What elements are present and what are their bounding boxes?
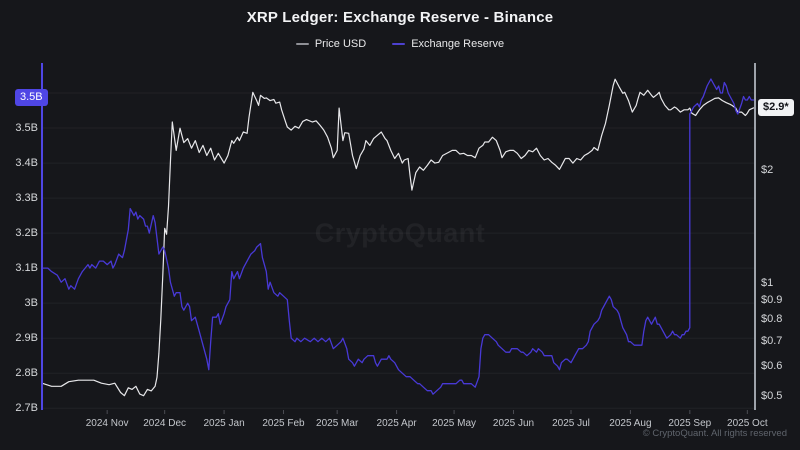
series-line-price-usd (41, 78, 756, 397)
y-left-tick-label: 2.8B (15, 367, 38, 380)
y-left-tick-label: 2.9B (15, 332, 38, 345)
x-axis-tick-label: 2024 Dec (143, 418, 187, 429)
legend: Price USD Exchange Reserve (0, 38, 800, 50)
x-axis-tick-label: 2024 Nov (85, 418, 129, 429)
y-right-tick-label: $1 (761, 276, 774, 289)
reserve-last-value-badge: 3.5B (15, 89, 48, 106)
exchange-reserve-line-swatch-icon (392, 43, 406, 45)
price-usd-line-swatch-icon (295, 43, 309, 45)
y-right-tick-label: $0.5 (761, 389, 783, 402)
y-right-tick-label: $0.9 (761, 294, 783, 307)
y-right-tick-label: $0.6 (761, 360, 783, 373)
x-axis-tick-label: 2025 Oct (727, 418, 768, 429)
x-axis-tick-label: 2025 Aug (609, 418, 652, 429)
y-right-tick-label: $0.8 (761, 313, 783, 326)
x-axis-tick-label: 2025 Jul (552, 418, 590, 429)
y-left-tick-label: 2.7B (15, 402, 38, 415)
y-right-tick-label: $2 (761, 164, 774, 177)
y-right-tick-label: $0.7 (761, 335, 783, 347)
x-axis-tick-label: 2025 Apr (376, 418, 417, 429)
legend-item-exchange-reserve[interactable]: Exchange Reserve (392, 38, 504, 50)
y-left-tick-label: 3.4B (15, 157, 38, 170)
x-axis-tick-label: 2025 Sep (668, 418, 712, 429)
y-left-tick-label: 3.3B (15, 192, 38, 205)
copyright-text: © CryptoQuant. All rights reserved (642, 428, 787, 439)
y-left-tick-label: 3B (24, 297, 38, 310)
x-axis-tick-label: 2025 Jun (492, 418, 535, 429)
series-line-exchange-reserve (41, 78, 756, 395)
x-axis-tick-label: 2025 May (432, 418, 477, 429)
legend-item-price-usd[interactable]: Price USD (295, 38, 367, 50)
legend-label-exchange-reserve: Exchange Reserve (411, 38, 505, 50)
x-axis-tick-label: 2025 Feb (262, 418, 305, 429)
y-left-tick-label: 3.5B (15, 122, 38, 135)
x-axis-tick-label: 2025 Mar (316, 418, 359, 429)
y-left-tick-label: 3.1B (15, 262, 38, 275)
legend-label-price-usd: Price USD (314, 38, 367, 50)
price-last-value-badge: $2.9* (758, 99, 794, 116)
x-axis-tick-label: 2025 Jan (203, 418, 245, 429)
chart-title: XRP Ledger: Exchange Reserve - Binance (246, 9, 554, 26)
y-left-tick-label: 3.2B (15, 227, 38, 240)
